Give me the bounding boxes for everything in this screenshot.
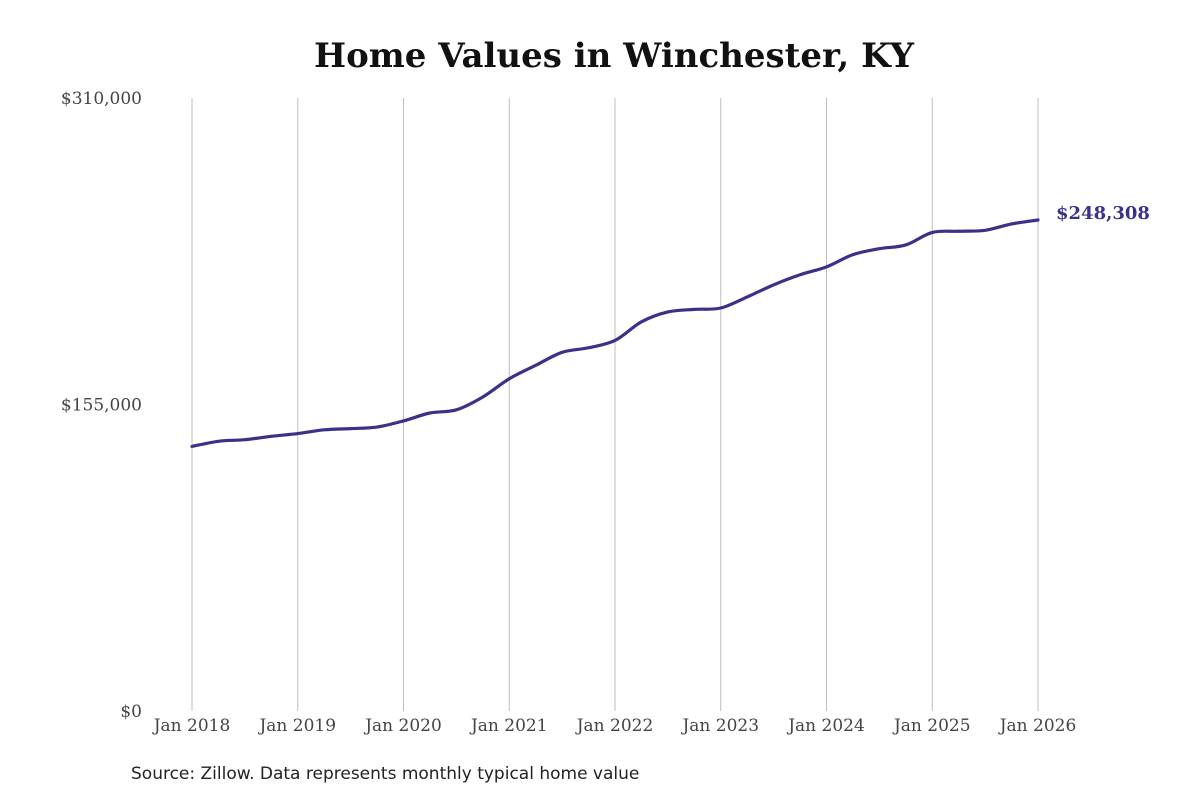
x-tick-label: Jan 2018: [152, 716, 231, 736]
y-tick-label: $155,000: [61, 396, 142, 416]
series-line: [190, 218, 1040, 449]
y-axis-ticks: $0 $155,000 $310,000: [61, 89, 142, 722]
end-value-label: $248,308: [1056, 203, 1150, 224]
chart-title: Home Values in Winchester, KY: [313, 36, 915, 76]
x-tick-label: Jan 2019: [257, 716, 336, 736]
gridlines: [191, 98, 1039, 711]
x-tick-label: Jan 2022: [575, 716, 654, 736]
x-tick-label: Jan 2020: [363, 716, 442, 736]
x-tick-label: Jan 2024: [786, 716, 865, 736]
y-tick-label: $0: [120, 702, 142, 722]
series-group: $248,308: [190, 203, 1150, 449]
x-tick-label: Jan 2026: [998, 716, 1077, 736]
x-tick-label: Jan 2023: [680, 716, 759, 736]
x-axis-ticks: Jan 2018 Jan 2019 Jan 2020 Jan 2021 Jan 2022…: [152, 716, 1077, 736]
x-tick-label: Jan 2021: [469, 716, 548, 736]
y-tick-label: $310,000: [61, 89, 142, 109]
source-note: Source: Zillow. Data represents monthly …: [131, 764, 640, 784]
x-tick-label: Jan 2025: [892, 716, 971, 736]
